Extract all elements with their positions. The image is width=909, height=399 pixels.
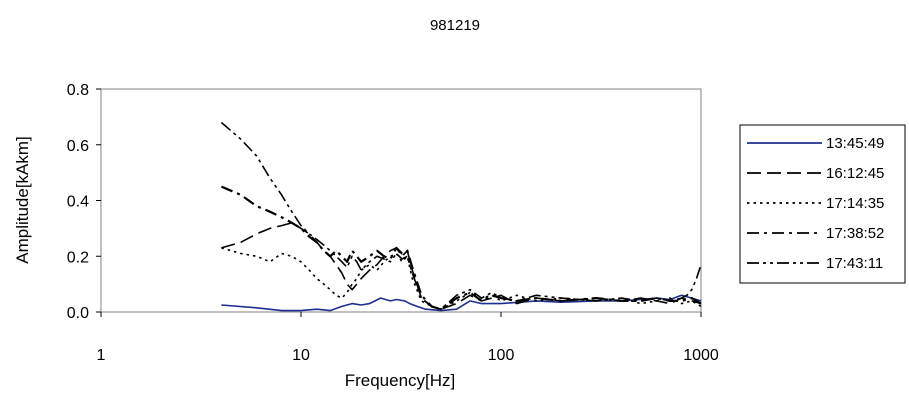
legend-label: 13:45:49 — [826, 135, 884, 152]
legend: 13:45:49 16:12:45 17:14:35 17:38:52 17:43:11 — [739, 124, 906, 284]
legend-label: 17:14:35 — [826, 195, 884, 212]
series-line-4 — [220, 185, 702, 311]
x-tick-label: 10 — [292, 347, 310, 364]
x-tick-label: 1000 — [683, 347, 719, 364]
y-axis: 0.0 0.2 0.4 0.6 0.8 — [67, 82, 101, 322]
y-tick-label: 0.6 — [67, 138, 89, 155]
series-line-1 — [221, 294, 702, 312]
legend-box — [739, 124, 906, 284]
legend-label: 17:43:11 — [826, 255, 883, 272]
y-tick-label: 0.8 — [67, 82, 89, 99]
plot-area — [100, 88, 702, 313]
x-axis-title: Frequency[Hz] — [345, 371, 456, 390]
series-layer — [220, 121, 702, 312]
legend-label: 16:12:45 — [826, 165, 884, 182]
y-tick-label: 0.0 — [67, 305, 89, 322]
series-line-5 — [220, 121, 702, 311]
chart-title: 981219 — [430, 17, 480, 34]
y-tick-label: 0.2 — [67, 249, 89, 266]
x-tick-label: 100 — [488, 347, 515, 364]
y-tick-label: 0.4 — [67, 194, 89, 211]
y-axis-title: Amplitude[kAkm] — [13, 136, 32, 264]
legend-label: 17:38:52 — [826, 225, 884, 242]
series-line-3 — [221, 247, 702, 311]
x-tick-label: 1 — [97, 347, 106, 364]
x-axis: 1 10 100 1000 — [97, 312, 719, 364]
series-line-2 — [221, 222, 702, 311]
